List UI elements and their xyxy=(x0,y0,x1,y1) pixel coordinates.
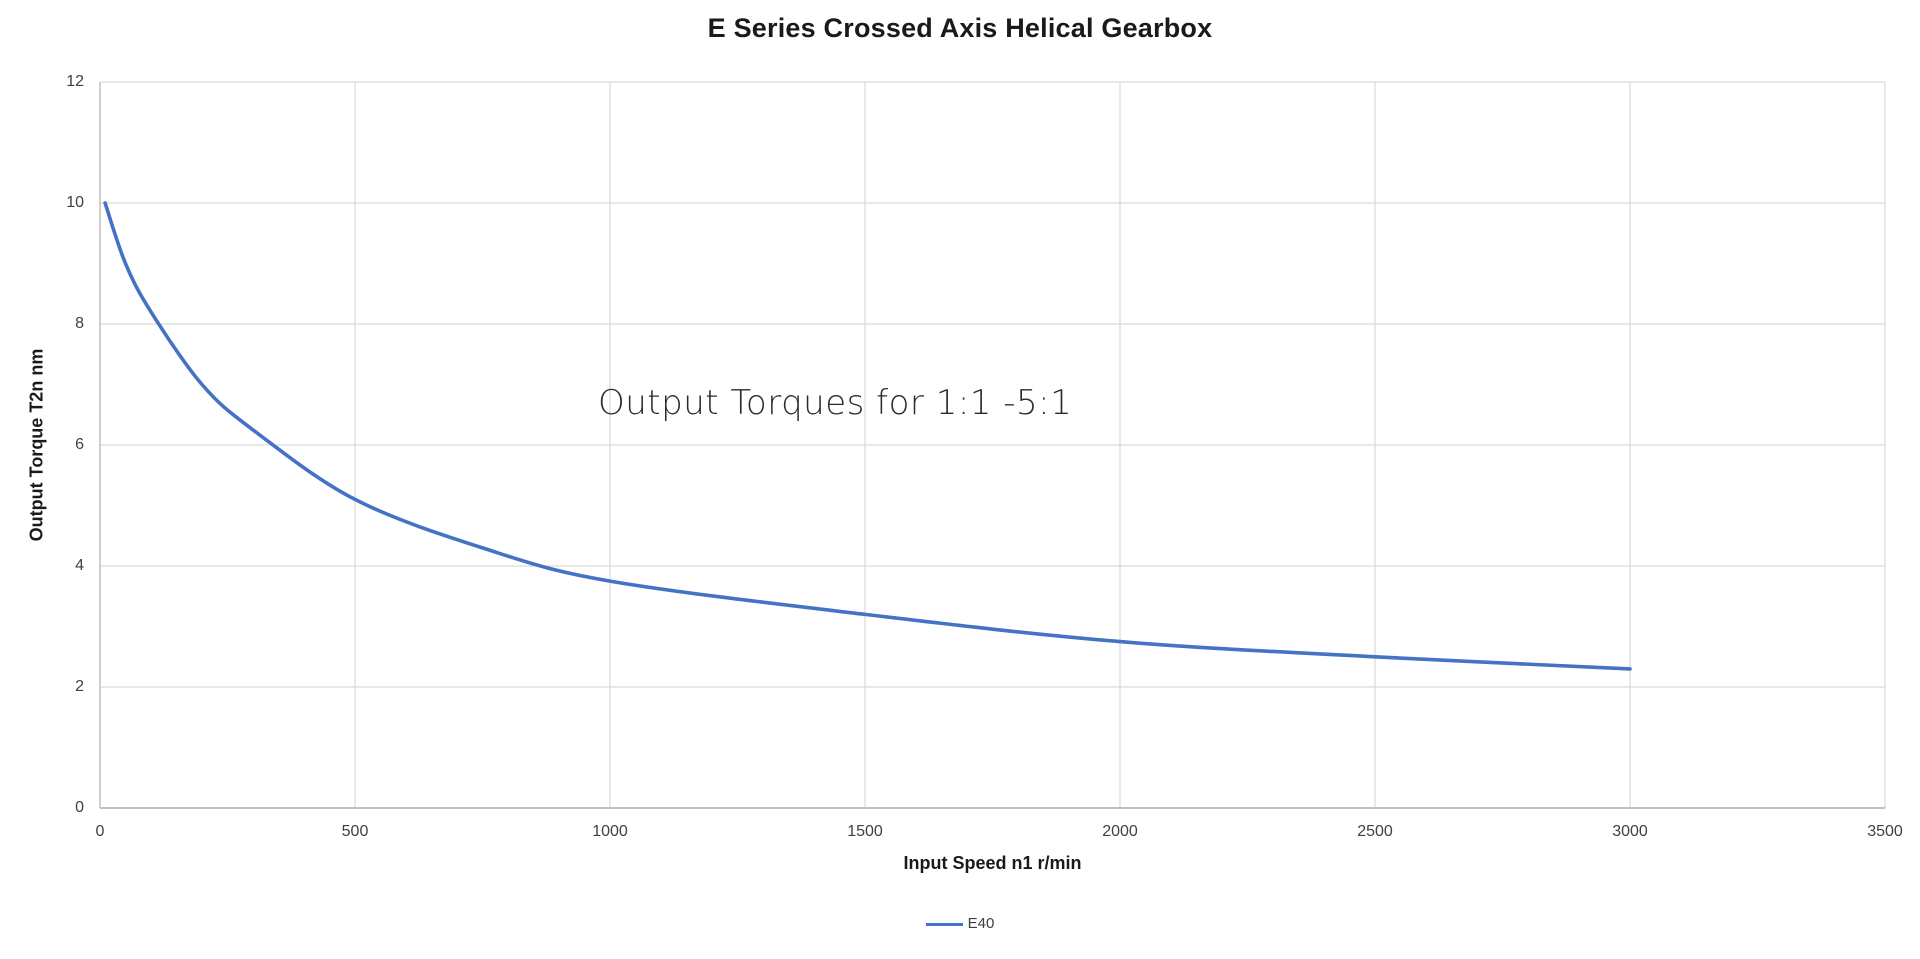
series-line-e40 xyxy=(103,201,1632,671)
y-tick-label: 6 xyxy=(75,436,84,453)
x-tick-label: 3500 xyxy=(1867,823,1903,840)
y-tick-label: 2 xyxy=(75,678,84,695)
x-tick-label: 3000 xyxy=(1612,823,1648,840)
x-axis-title: Input Speed n1 r/min xyxy=(903,853,1082,873)
x-tick-label: 500 xyxy=(341,823,369,840)
horizontal-gridlines xyxy=(100,81,1885,688)
y-tick-label: 10 xyxy=(66,194,84,211)
y-tick-label: 4 xyxy=(75,557,84,574)
y-tick-label: 12 xyxy=(66,73,84,90)
legend-label: E40 xyxy=(967,915,995,932)
annotation-text: Output Torques for 1:1 -5:1 xyxy=(598,383,1073,423)
x-tick-label: 0 xyxy=(95,823,105,840)
x-tick-label: 1000 xyxy=(592,823,628,840)
x-tick-label: 2000 xyxy=(1102,823,1138,840)
x-tick-label: 1500 xyxy=(847,823,883,840)
chart-title: E Series Crossed Axis Helical Gearbox xyxy=(707,13,1213,43)
legend-item-e40: E40 xyxy=(925,915,995,933)
x-tick-label: 2500 xyxy=(1357,823,1393,840)
y-tick-label: 0 xyxy=(75,799,84,816)
legend: E40 xyxy=(0,915,1920,933)
y-tick-label: 8 xyxy=(75,315,84,332)
legend-line-sample xyxy=(925,922,963,926)
